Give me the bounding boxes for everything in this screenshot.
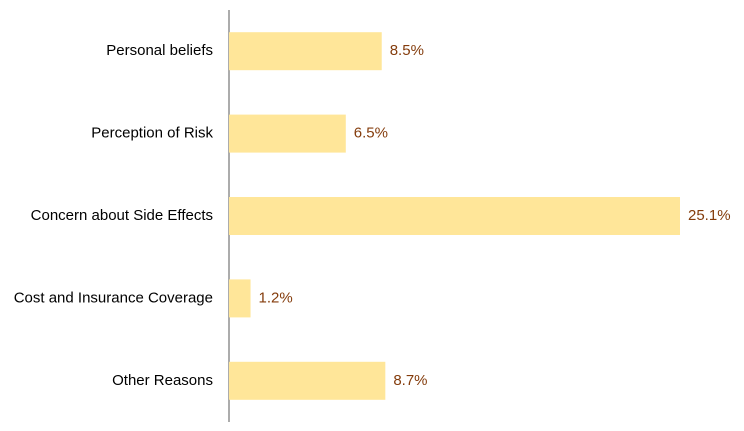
category-label: Personal beliefs — [106, 42, 213, 59]
category-label: Perception of Risk — [91, 125, 213, 142]
data-label: 8.7% — [393, 372, 427, 389]
category-labels-group: Personal beliefs Perception of Risk Concer… — [14, 42, 214, 389]
data-label: 8.5% — [390, 42, 424, 59]
bar-1 — [229, 32, 382, 71]
bar-5 — [229, 361, 386, 400]
data-label: 6.5% — [354, 125, 388, 142]
bar-4 — [229, 279, 251, 318]
value-labels-group: 8.5% 6.5% 25.1% 1.2% 8.7% — [259, 42, 731, 389]
bar-3 — [229, 197, 680, 235]
category-label: Concern about Side Effects — [31, 207, 213, 224]
data-label: 1.2% — [259, 289, 293, 306]
category-label: Other Reasons — [112, 372, 213, 389]
category-label: Cost and Insurance Coverage — [14, 289, 213, 306]
bars-group — [229, 32, 680, 400]
bar-2 — [229, 114, 346, 153]
data-label: 25.1% — [688, 207, 731, 224]
